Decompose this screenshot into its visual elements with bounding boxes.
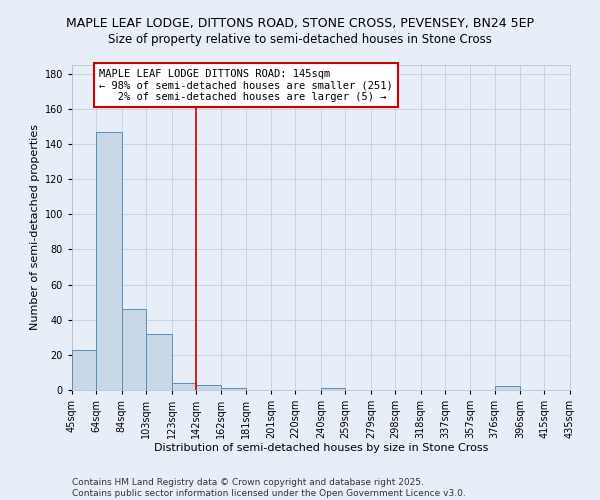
Bar [146,334,172,390]
Y-axis label: Number of semi-detached properties: Number of semi-detached properties [31,124,40,330]
Bar [494,386,520,390]
Bar [321,388,345,390]
Text: Contains HM Land Registry data © Crown copyright and database right 2025.
Contai: Contains HM Land Registry data © Crown c… [72,478,466,498]
Text: Size of property relative to semi-detached houses in Stone Cross: Size of property relative to semi-detach… [108,32,492,46]
Bar [96,132,122,390]
Bar [221,388,245,390]
Text: MAPLE LEAF LODGE DITTONS ROAD: 145sqm
← 98% of semi-detached houses are smaller : MAPLE LEAF LODGE DITTONS ROAD: 145sqm ← … [99,68,392,102]
X-axis label: Distribution of semi-detached houses by size in Stone Cross: Distribution of semi-detached houses by … [154,442,488,452]
Bar [196,384,221,390]
Bar [172,383,196,390]
Bar [122,309,146,390]
Bar [72,350,96,390]
Text: MAPLE LEAF LODGE, DITTONS ROAD, STONE CROSS, PEVENSEY, BN24 5EP: MAPLE LEAF LODGE, DITTONS ROAD, STONE CR… [66,18,534,30]
